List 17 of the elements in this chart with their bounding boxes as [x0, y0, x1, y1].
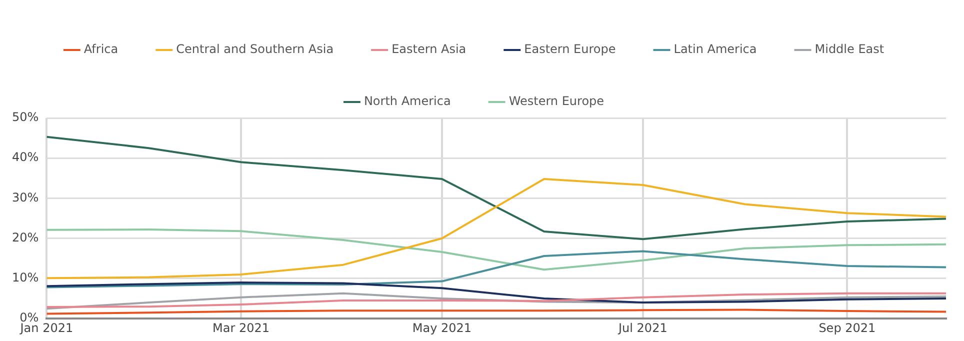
legend-label: Western Europe [508, 94, 604, 108]
y-tick-label: 30% [12, 190, 39, 204]
x-tick-label: Jul 2021 [618, 320, 668, 335]
legend-label: Africa [84, 42, 118, 56]
legend-label: Eastern Asia [392, 42, 466, 56]
y-tick-label: 20% [12, 230, 39, 244]
x-tick-label: Sep 2021 [818, 320, 876, 335]
legend-label: North America [364, 94, 451, 108]
y-tick-label: 50% [12, 110, 39, 124]
legend-label: Central and Southern Asia [176, 42, 334, 56]
x-tick-label: Mar 2021 [212, 320, 270, 335]
x-tick-label: May 2021 [412, 320, 472, 335]
legend-label: Latin America [674, 42, 757, 56]
y-tick-label: 40% [12, 150, 39, 164]
legend-label: Middle East [814, 42, 884, 56]
y-tick-label: 10% [12, 270, 39, 285]
legend-label: Eastern Europe [524, 42, 616, 56]
